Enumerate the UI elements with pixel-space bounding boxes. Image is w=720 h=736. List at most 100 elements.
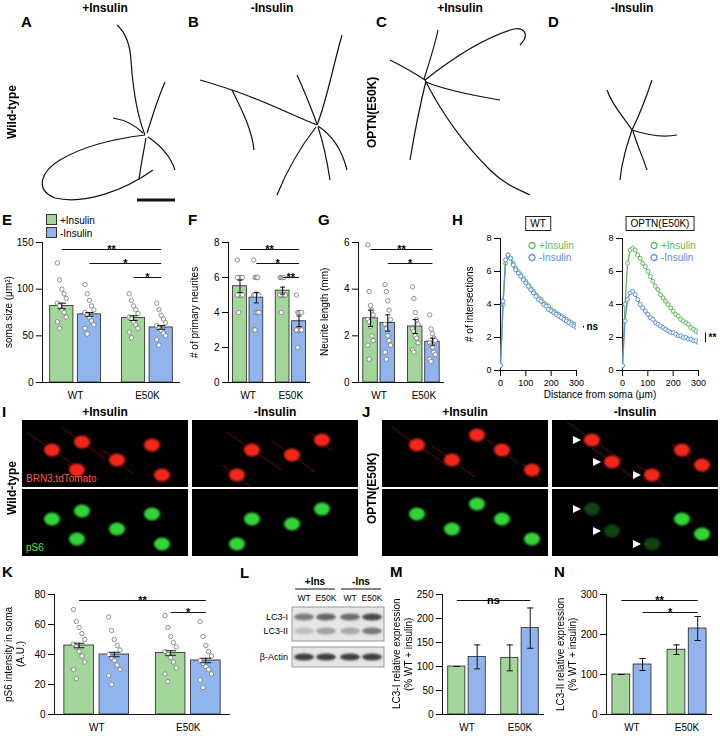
svg-text:4: 4 (608, 299, 613, 309)
html-text:LC3-II relative expression (%: LC3-II relative expression (% WT + insul… (555, 597, 578, 711)
svg-text:0: 0 (592, 709, 598, 720)
svg-text:50: 50 (422, 685, 434, 696)
svg-text:E50K: E50K (279, 390, 304, 401)
svg-text:2: 2 (486, 332, 491, 342)
svg-text:300: 300 (581, 589, 598, 600)
svg-text:*: * (123, 257, 128, 269)
svg-text:**: ** (138, 594, 147, 606)
svg-text:WT: WT (624, 722, 640, 733)
html-text:-Insulin: -Insulin (250, 1, 294, 15)
svg-text:**: ** (107, 243, 116, 255)
svg-text:pS6: pS6 (26, 542, 44, 553)
html-text:+Insulin: +Insulin (442, 405, 488, 419)
svg-text:*: * (145, 271, 150, 283)
svg-text:**: ** (655, 594, 664, 606)
svg-text:0: 0 (498, 378, 503, 388)
svg-text:4: 4 (344, 283, 350, 294)
html-text:Wild-type: Wild-type (5, 85, 19, 140)
svg-text:*: * (408, 257, 413, 269)
svg-text:**: ** (397, 243, 406, 255)
svg-text:150: 150 (17, 237, 34, 248)
svg-text:E50K: E50K (508, 722, 533, 733)
html-text:-Insulin: -Insulin (253, 405, 297, 419)
svg-text:8: 8 (486, 233, 491, 243)
svg-text:300: 300 (569, 378, 584, 388)
svg-text:100: 100 (581, 669, 598, 680)
svg-text:6: 6 (344, 237, 350, 248)
svg-text:150: 150 (417, 637, 434, 648)
svg-text:E50K: E50K (316, 593, 337, 603)
svg-text:100: 100 (417, 661, 434, 672)
svg-text:WT: WT (459, 722, 475, 733)
svg-text:6: 6 (608, 266, 613, 276)
svg-text:0: 0 (428, 709, 434, 720)
svg-text:E50K: E50K (176, 722, 201, 733)
html-text:Wild-type: Wild-type (5, 461, 19, 515)
svg-text:80: 80 (34, 589, 46, 600)
svg-text:2: 2 (214, 342, 220, 353)
svg-text:100: 100 (518, 378, 533, 388)
svg-text:WT: WT (89, 722, 105, 733)
svg-text:WT: WT (297, 593, 310, 603)
svg-text:40: 40 (34, 649, 46, 660)
html-text:pS6 intensity in soma (A.U.): pS6 intensity in soma (A.U.) (3, 606, 26, 702)
html-text:+Insulin: +Insulin (82, 405, 128, 419)
svg-text:200: 200 (666, 378, 681, 388)
html-text:OPTN(E50K): OPTN(E50K) (365, 76, 379, 149)
svg-text:LC3-II: LC3-II (263, 626, 288, 636)
html-text:M: M (390, 563, 403, 580)
svg-text:*: * (276, 257, 281, 269)
svg-text:**: ** (709, 332, 717, 343)
svg-text:ns: ns (487, 594, 500, 606)
svg-text:200: 200 (581, 629, 598, 640)
svg-text:*: * (668, 606, 673, 618)
svg-text:2: 2 (608, 332, 613, 342)
svg-text:200: 200 (544, 378, 559, 388)
svg-text:0: 0 (40, 709, 46, 720)
svg-text:0: 0 (28, 377, 34, 388)
svg-text:WT: WT (240, 390, 256, 401)
svg-text:6: 6 (214, 272, 220, 283)
html-text:-Insulin: -Insulin (610, 1, 654, 15)
svg-text:+Ins: +Ins (305, 576, 326, 587)
svg-text:0: 0 (214, 377, 220, 388)
svg-text:E50K: E50K (412, 390, 437, 401)
svg-text:β-Actin: β-Actin (260, 652, 288, 662)
svg-text:E50K: E50K (135, 390, 160, 401)
svg-text:WT: WT (343, 593, 356, 603)
svg-text:E50K: E50K (362, 593, 383, 603)
svg-text:0: 0 (344, 377, 350, 388)
svg-text:2: 2 (344, 330, 350, 341)
html-text:OPTN(E50K): OPTN(E50K) (365, 452, 379, 524)
svg-text:6: 6 (486, 266, 491, 276)
svg-text:200: 200 (417, 613, 434, 624)
svg-text:50: 50 (22, 330, 34, 341)
svg-text:**: ** (287, 271, 296, 283)
svg-text:8: 8 (214, 237, 220, 248)
svg-text:E50K: E50K (675, 722, 700, 733)
svg-text:300: 300 (691, 378, 706, 388)
svg-text:250: 250 (417, 589, 434, 600)
svg-text:BRN3:tdTomato: BRN3:tdTomato (26, 473, 97, 484)
html-text:+Insulin: +Insulin (82, 1, 128, 15)
svg-text:100: 100 (640, 378, 655, 388)
svg-text:20: 20 (34, 679, 46, 690)
svg-text:*: * (186, 606, 191, 618)
svg-text:WT: WT (68, 390, 84, 401)
svg-text:4: 4 (214, 307, 220, 318)
html-text:LC3-I relative expression (% W: LC3-I relative expression (% WT + insuli… (391, 598, 414, 710)
svg-text:8: 8 (608, 233, 613, 243)
svg-text:-Ins: -Ins (352, 576, 370, 587)
svg-text:0: 0 (608, 365, 613, 375)
svg-text:100: 100 (17, 283, 34, 294)
svg-text:LC3-I: LC3-I (266, 612, 288, 622)
svg-text:WT: WT (371, 390, 387, 401)
svg-text:**: ** (265, 243, 274, 255)
html-text:-Insulin: -Insulin (613, 405, 657, 419)
svg-text:0: 0 (486, 365, 491, 375)
svg-text:ns: ns (587, 321, 599, 332)
svg-text:0: 0 (620, 378, 625, 388)
svg-text:60: 60 (34, 619, 46, 630)
html-text:+Insulin: +Insulin (437, 1, 483, 15)
svg-text:4: 4 (486, 299, 491, 309)
